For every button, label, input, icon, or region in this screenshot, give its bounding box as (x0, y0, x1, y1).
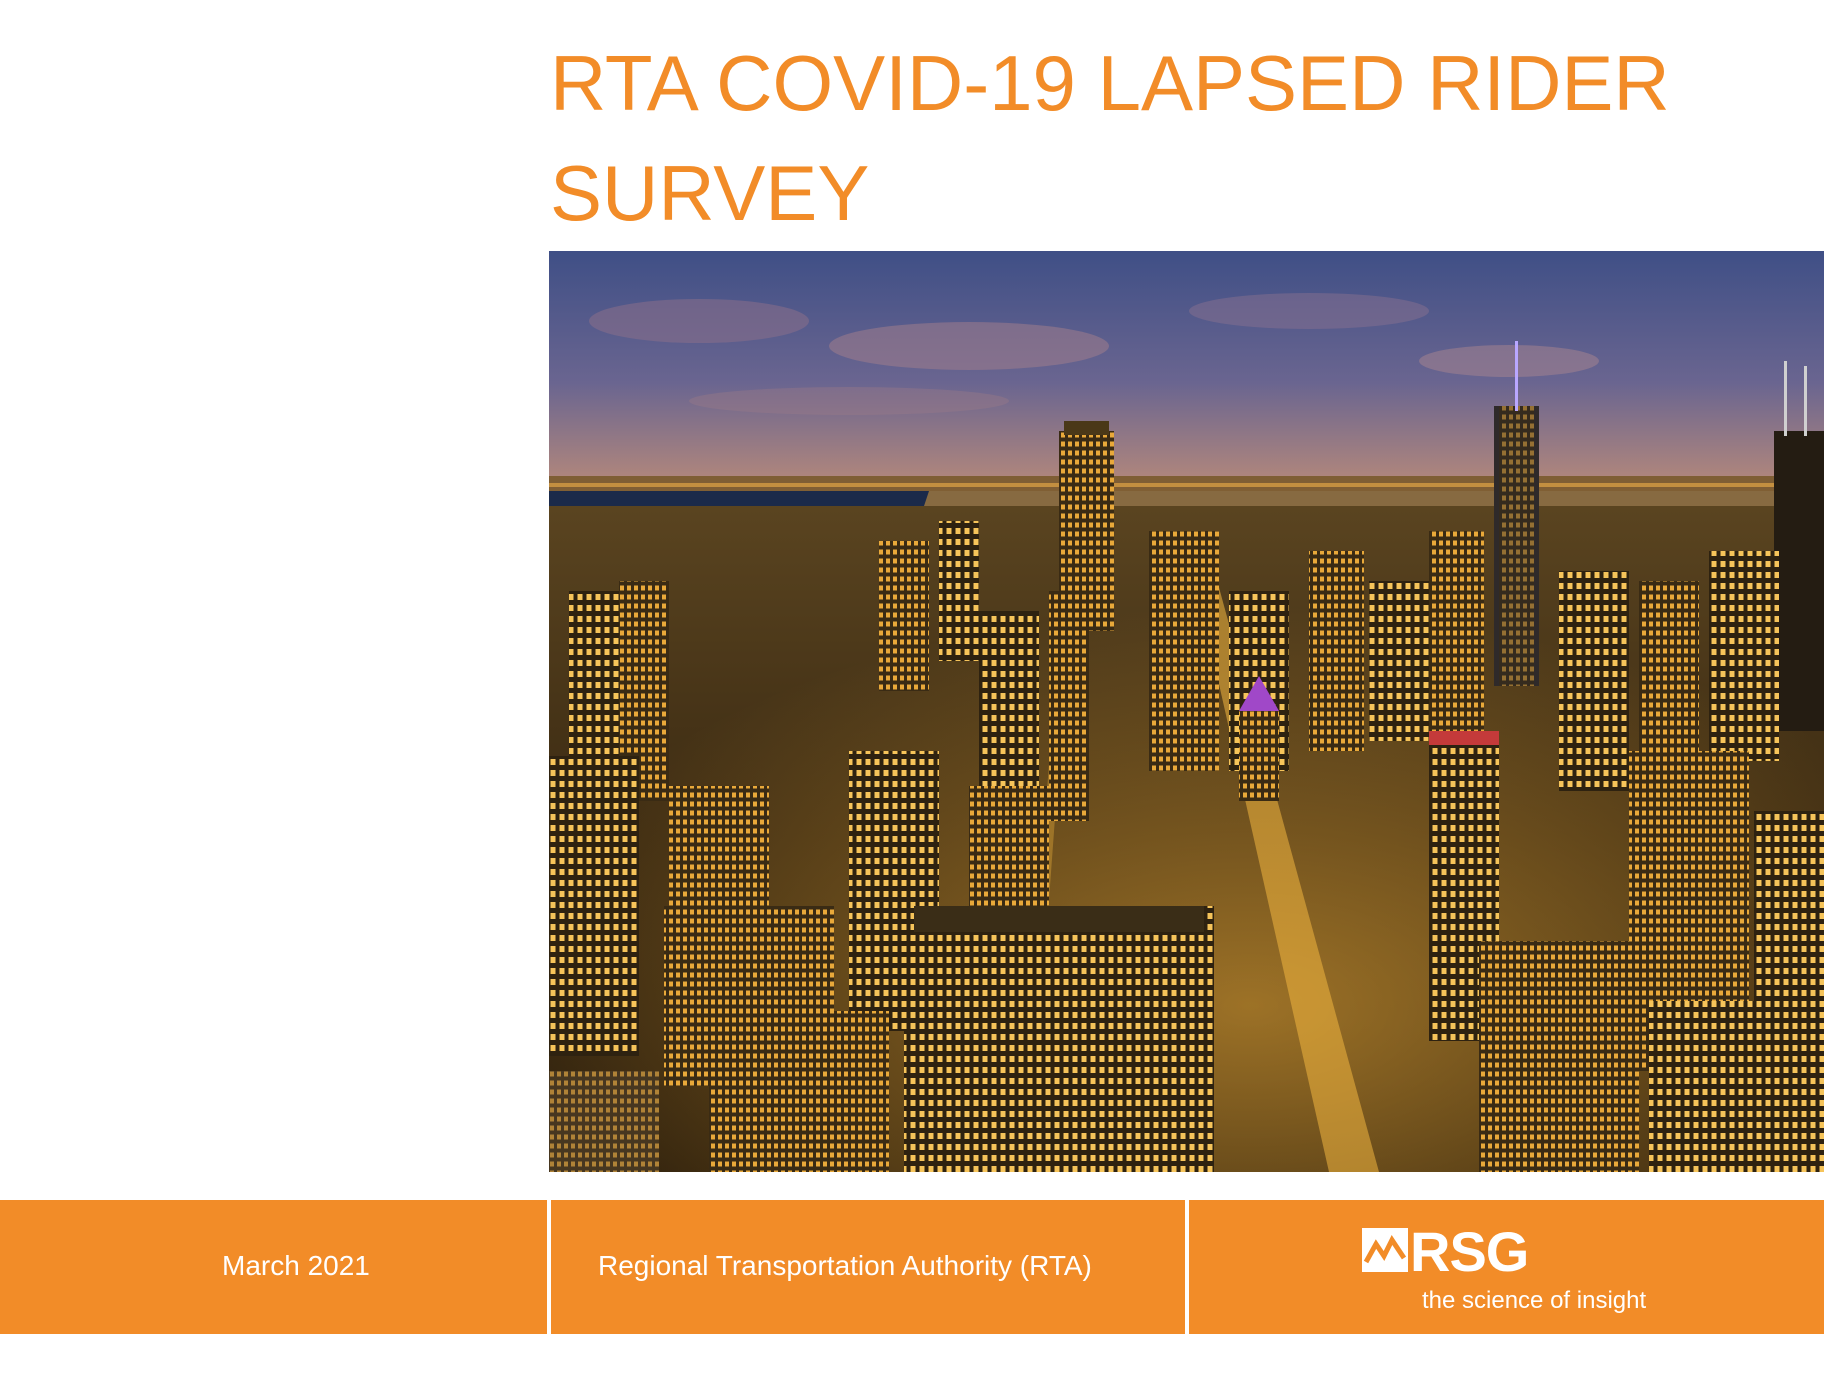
rsg-logo: RSG the science of insight (1362, 1222, 1646, 1314)
rsg-mark-icon (1362, 1228, 1408, 1272)
footer-divider (1185, 1200, 1189, 1334)
rsg-logo-name: RSG (1410, 1222, 1528, 1283)
document-title: RTA COVID-19 LAPSED RIDER SURVEY (550, 39, 1670, 237)
rsg-logo-tagline: the science of insight (1422, 1287, 1646, 1314)
footer-divider (547, 1200, 551, 1334)
footer-band (0, 1200, 1824, 1334)
city-skyline-photo (549, 251, 1824, 1172)
report-date: March 2021 (222, 1250, 370, 1281)
organization-name: Regional Transportation Authority (RTA) (598, 1250, 1092, 1281)
